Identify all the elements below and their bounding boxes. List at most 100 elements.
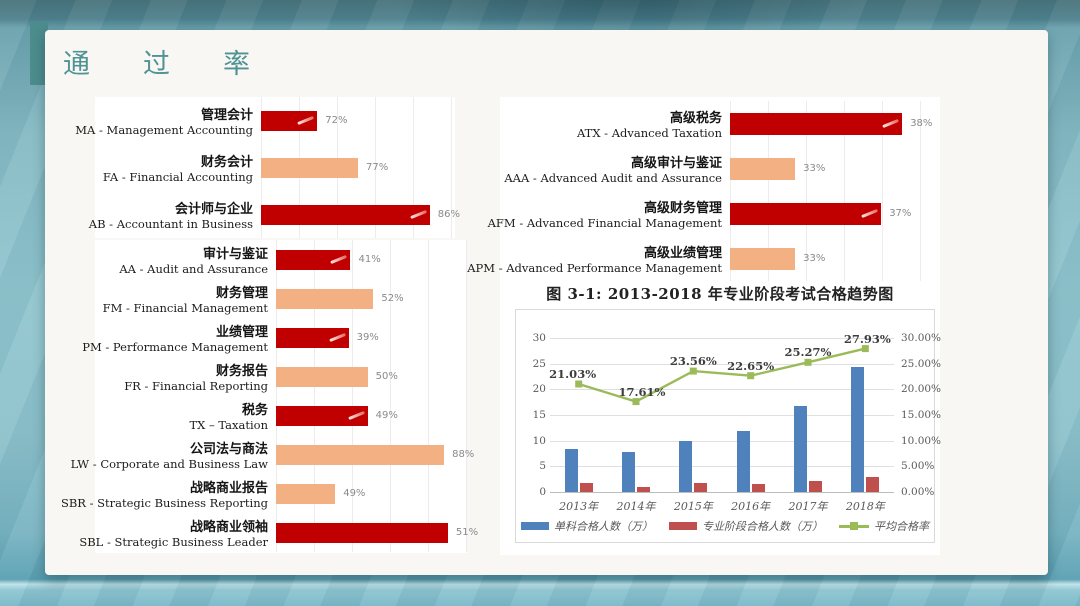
subject-name-en: FM - Financial Management	[102, 301, 268, 315]
pass-rate-point-label: 22.65%	[727, 358, 775, 373]
subject-label: 财务会计 FA - Financial Accounting	[95, 151, 253, 184]
pass-rate-value: 51%	[455, 527, 479, 538]
line-marker	[861, 345, 869, 353]
pass-rate-row: 战略商业领袖 SBL - Strategic Business Leader 51%	[79, 513, 478, 552]
left-axis-tick: 20	[532, 383, 546, 396]
subject-name-en: TX – Taxation	[189, 418, 268, 432]
subject-name-en: AAA - Advanced Audit and Assurance	[504, 171, 722, 185]
subject-name-en: FR - Financial Reporting	[124, 379, 268, 393]
left-axis-tick: 0	[539, 486, 546, 498]
right-axis-tick: 30.00%	[901, 332, 942, 344]
trend-combo-chart: 0 0.00% 5 5.00% 10 10.00% 15 15.00% 20 20.00% 25 25…	[515, 309, 941, 543]
pass-rate-value: 49%	[375, 410, 398, 421]
pass-rate-row: 战略商业报告 SBR - Strategic Business Reporting…	[61, 474, 467, 513]
pass-rate-bar	[261, 204, 430, 225]
pass-rate-row: 税务 TX – Taxation 49%	[95, 396, 467, 435]
left-axis-tick: 10	[532, 434, 546, 447]
pass-rate-bar	[276, 522, 448, 543]
pass-rate-point-label: 27.93%	[843, 331, 891, 346]
left-axis-tick: 15	[532, 409, 546, 421]
bar-highlight-swoosh	[328, 332, 346, 342]
pass-rate-bar	[276, 288, 374, 309]
pass-rate-row: 高级财务管理 AFM - Advanced Financial Managemen…	[488, 191, 940, 236]
subject-name-en: LW - Corporate and Business Law	[70, 457, 268, 471]
subject-label: 战略商业领袖 SBL - Strategic Business Leader	[79, 516, 268, 549]
bar-track: 86%	[261, 191, 460, 238]
pass-rate-bar	[730, 202, 882, 225]
bar-track: 77%	[261, 144, 455, 191]
subject-label: 高级财务管理 AFM - Advanced Financial Managemen…	[488, 197, 722, 230]
subject-name-en: MA - Management Accounting	[75, 123, 253, 137]
right-axis-tick: 5.00%	[901, 460, 935, 473]
pass-rate-bar	[276, 444, 445, 465]
legend-bar-swatch	[669, 522, 697, 530]
subject-label: 财务报告 FR - Financial Reporting	[95, 360, 268, 393]
pass-rate-row: 财务管理 FM - Financial Management 52%	[95, 279, 467, 318]
legend-label: 平均合格率	[874, 520, 929, 533]
subject-name-zh: 财务会计	[200, 155, 253, 170]
bar-track: 37%	[730, 191, 940, 236]
pass-rate-value: 33%	[803, 163, 826, 174]
bar-single-subject-pass	[736, 431, 750, 492]
subject-name-zh: 公司法与商法	[189, 442, 268, 457]
pass-rate-value: 41%	[358, 254, 381, 265]
subject-name-en: SBR - Strategic Business Reporting	[60, 496, 268, 510]
bar-track: 49%	[276, 474, 467, 513]
gridline	[550, 338, 894, 339]
bar-professional-stage-pass	[579, 483, 593, 492]
subject-label: 审计与鉴证 AA - Audit and Assurance	[95, 243, 268, 276]
bar-track: 33%	[730, 146, 940, 191]
subject-name-zh: 高级业绩管理	[643, 246, 722, 261]
bar-single-subject-pass	[622, 452, 635, 492]
bar-professional-stage-pass	[751, 484, 765, 492]
gridline	[550, 440, 894, 442]
bar-track: 51%	[276, 513, 478, 552]
bar-highlight-swoosh	[330, 254, 348, 264]
right-axis-tick: 20.00%	[901, 383, 942, 396]
right-axis-tick: 25.00%	[901, 357, 942, 370]
bar-professional-stage-pass	[694, 482, 708, 492]
bar-track: 39%	[276, 318, 467, 357]
pass-rate-value: 86%	[437, 209, 460, 220]
left-axis-tick: 25	[532, 357, 546, 370]
subject-label: 财务管理 FM - Financial Management	[95, 282, 268, 315]
bar-professional-stage-pass	[866, 476, 880, 492]
pass-rate-bar	[261, 157, 358, 178]
bar-track: 88%	[276, 435, 474, 474]
subject-name-zh: 业绩管理	[215, 325, 268, 340]
line-marker	[575, 380, 583, 388]
pass-rate-bar	[276, 483, 336, 504]
x-axis-line	[550, 492, 894, 493]
gridline	[550, 415, 894, 416]
gridline	[550, 466, 894, 468]
bar-track: 72%	[261, 97, 455, 144]
pass-rate-row: 财务会计 FA - Financial Accounting 77%	[95, 144, 455, 191]
subject-label: 税务 TX – Taxation	[95, 399, 268, 432]
pass-rate-bar	[730, 112, 903, 135]
bar-single-subject-pass	[794, 405, 807, 492]
pass-rate-value: 38%	[910, 118, 933, 129]
subject-name-zh: 审计与鉴证	[202, 247, 268, 262]
gridline	[550, 363, 894, 365]
pass-rate-row: 高级税务 ATX - Advanced Taxation 38%	[500, 101, 940, 146]
gridline	[550, 389, 894, 391]
slide-title: 通过率	[63, 49, 303, 80]
legend-label: 单科合格人数（万）	[554, 520, 653, 533]
chart-applied-knowledge: 管理会计 MA - Management Accounting 72% 财务会计 FA …	[75, 97, 460, 238]
line-marker	[804, 358, 812, 366]
subject-name-zh: 财务管理	[215, 286, 268, 301]
pass-rate-bar	[261, 110, 318, 131]
pass-rate-point-label: 23.56%	[669, 354, 717, 369]
pass-rate-value: 33%	[803, 253, 826, 264]
pass-rate-bar	[730, 247, 796, 270]
pass-rate-value: 49%	[343, 488, 366, 499]
pass-rate-value: 72%	[325, 115, 348, 126]
subject-label: 高级业绩管理 APM - Advanced Performance Managem…	[467, 242, 722, 275]
pass-rate-row: 会计师与企业 AB - Accountant in Business 86%	[89, 191, 460, 238]
average-pass-rate-line	[575, 345, 869, 406]
pass-rate-row: 公司法与商法 LW - Corporate and Business Law 88%	[71, 435, 474, 474]
bar-highlight-swoosh	[409, 209, 427, 219]
pass-rate-row: 业绩管理 PM - Performance Management 39%	[82, 318, 467, 357]
figure-title: 图 3-1: 2013-2018 年专业阶段考试合格趋势图	[546, 285, 894, 303]
